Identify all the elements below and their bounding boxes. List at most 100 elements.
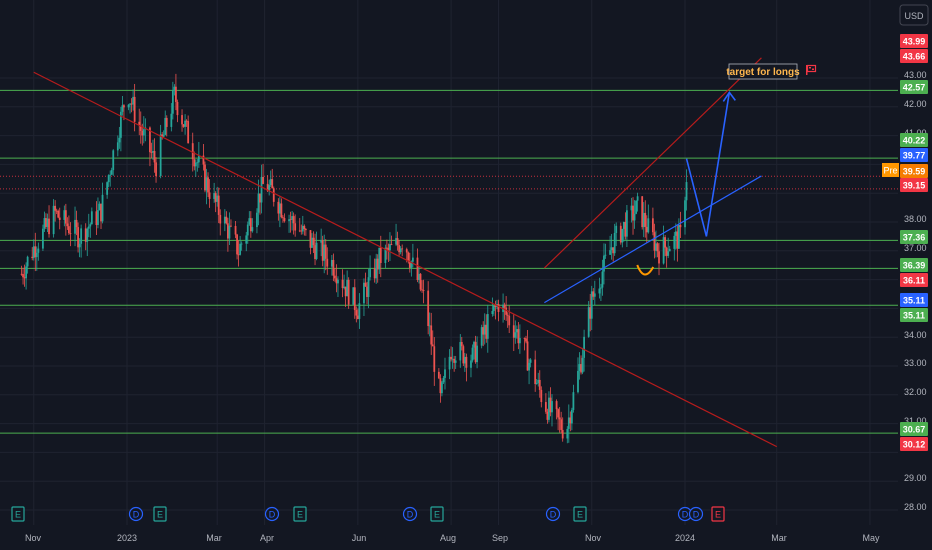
candle-body [679, 224, 682, 228]
candle-body [355, 310, 358, 316]
earnings-marker[interactable]: E [153, 506, 167, 522]
candle-body [407, 252, 410, 262]
event-marker-letter: E [434, 510, 440, 520]
price-tick: 28.00 [904, 502, 927, 512]
candle-body [35, 252, 38, 258]
candle-body [395, 238, 397, 245]
candle-body [600, 287, 602, 289]
candle-body [430, 325, 433, 345]
dividend-marker[interactable]: D [402, 506, 418, 522]
trend-drawings[interactable] [33, 57, 777, 448]
candle-body [84, 228, 87, 242]
candle-body [269, 179, 272, 186]
dividend-marker[interactable]: D [264, 506, 280, 522]
earnings-marker[interactable]: E [573, 506, 587, 522]
candle-body [245, 235, 248, 244]
candle-body [529, 359, 532, 363]
candle-body [353, 287, 356, 311]
candle-body [526, 341, 529, 371]
candle-body [208, 192, 211, 199]
horizontal-levels[interactable] [0, 89, 898, 434]
candle-body [37, 248, 40, 253]
candle-body [399, 248, 402, 253]
time-label: Mar [771, 533, 787, 543]
candle-body [216, 195, 219, 202]
candle-body [549, 397, 552, 413]
candle-body [45, 218, 47, 227]
candle-body [98, 203, 101, 211]
candle-body [664, 237, 667, 248]
descending-resistance-line [33, 71, 777, 448]
price-badge: 43.66 [900, 49, 928, 63]
event-marker-letter: E [157, 510, 163, 520]
earnings-icon [573, 506, 587, 522]
currency-button[interactable]: USD [899, 4, 929, 26]
candle-body [237, 254, 240, 256]
candle-body [138, 121, 141, 126]
time-label: Nov [25, 533, 42, 543]
currency-label: USD [904, 11, 924, 21]
time-label: Nov [585, 533, 602, 543]
price-badge-bg [900, 258, 928, 272]
candle-body [74, 219, 76, 234]
dividend-marker[interactable]: D [128, 506, 144, 522]
candle-body [314, 245, 316, 260]
flag-icon[interactable] [806, 64, 817, 75]
candle-body [419, 273, 422, 290]
candle-body [512, 325, 515, 338]
price-badge-text: 42.57 [903, 83, 926, 93]
earnings-marker[interactable]: E [293, 506, 307, 522]
target-annotation[interactable]: target for longs [726, 63, 800, 80]
candle-body [256, 212, 258, 228]
candle-body [570, 409, 573, 424]
candle-body [644, 212, 647, 227]
earnings-icon [711, 506, 725, 522]
earnings-marker[interactable]: E [11, 506, 25, 522]
candle-body [248, 218, 251, 225]
candle-body [161, 134, 164, 137]
candle-body [268, 185, 271, 192]
dividend-marker[interactable]: D [677, 506, 693, 522]
price-badge-bg [900, 148, 928, 162]
candle-body [346, 279, 349, 297]
candle-body [300, 230, 303, 232]
candle-body [684, 200, 686, 228]
candle-body [165, 117, 168, 127]
candle-body [312, 237, 315, 246]
event-marker-letter: E [297, 510, 303, 520]
candle-body [613, 232, 616, 254]
candle-body [291, 216, 294, 220]
candle-body [320, 240, 323, 243]
candle-body [560, 419, 563, 430]
candle-body [34, 246, 37, 258]
candle-body [621, 228, 624, 243]
dividend-icon [688, 506, 704, 522]
candle-body [43, 218, 46, 229]
candle-body [655, 243, 657, 251]
time-axis[interactable]: Nov 2023 Mar Apr Jun Aug Sep Nov 2024 Ma… [25, 533, 880, 543]
dividend-icon [264, 506, 280, 522]
earnings-marker[interactable]: E [430, 506, 444, 522]
candle-body [442, 377, 445, 383]
candle-body [448, 356, 451, 370]
candle-body [191, 143, 194, 160]
candle-body [217, 195, 220, 215]
candle-body [87, 226, 90, 229]
dividend-marker[interactable]: D [545, 506, 561, 522]
candle-body [75, 219, 78, 228]
dividend-marker[interactable]: D [688, 506, 704, 522]
candle-body [196, 162, 199, 164]
earnings-marker[interactable]: E [711, 506, 725, 522]
candle-body [89, 224, 92, 227]
price-badge-bg [900, 178, 928, 192]
candle-body [555, 401, 558, 410]
candle-body [52, 205, 55, 235]
candle-body [164, 117, 167, 135]
candle-body [503, 304, 506, 308]
candle-body [450, 356, 452, 360]
candle-body [441, 382, 443, 394]
time-label: Mar [206, 533, 222, 543]
candle-body [202, 155, 205, 165]
